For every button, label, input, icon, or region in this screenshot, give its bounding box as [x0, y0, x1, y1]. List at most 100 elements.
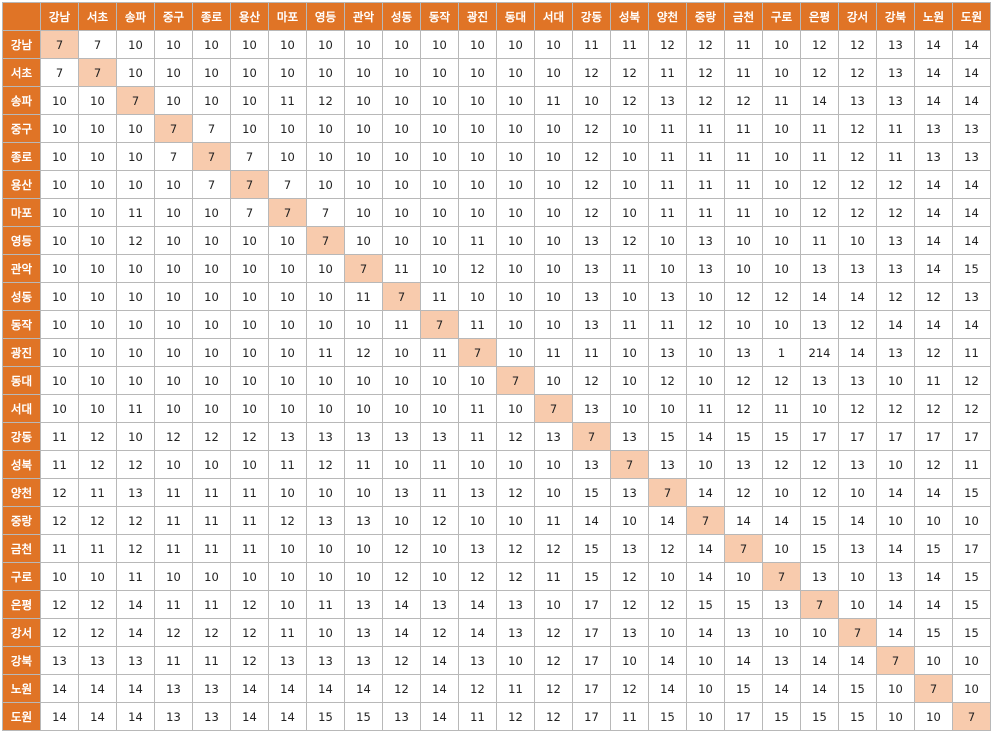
matrix-cell: 11 — [686, 394, 725, 423]
matrix-cell: 7 — [268, 170, 307, 199]
matrix-cell: 12 — [78, 506, 117, 535]
matrix-cell: 14 — [914, 198, 953, 227]
matrix-cell: 10 — [40, 86, 79, 115]
matrix-cell: 12 — [420, 506, 459, 535]
matrix-cell: 13 — [914, 114, 953, 143]
matrix-cell: 15 — [914, 534, 953, 563]
matrix-cell: 10 — [610, 282, 649, 311]
matrix-cell: 12 — [496, 478, 535, 507]
matrix-cell: 12 — [78, 590, 117, 619]
matrix-cell: 10 — [458, 170, 497, 199]
matrix-cell: 12 — [496, 422, 535, 451]
matrix-cell: 11 — [230, 506, 269, 535]
matrix-cell: 13 — [610, 422, 649, 451]
matrix-cell: 10 — [762, 142, 801, 171]
row-header: 금천 — [2, 534, 41, 563]
matrix-cell: 13 — [116, 646, 155, 675]
column-header: 금천 — [724, 2, 763, 31]
matrix-cell: 13 — [876, 86, 915, 115]
matrix-cell: 11 — [268, 86, 307, 115]
matrix-cell: 10 — [724, 562, 763, 591]
matrix-cell: 10 — [344, 86, 383, 115]
matrix-cell: 10 — [458, 366, 497, 395]
matrix-cell: 12 — [154, 422, 193, 451]
matrix-cell: 13 — [382, 702, 421, 731]
column-header: 용산 — [230, 2, 269, 31]
diagonal-cell: 7 — [154, 114, 193, 143]
matrix-cell: 12 — [458, 674, 497, 703]
matrix-cell: 12 — [572, 198, 611, 227]
matrix-cell: 10 — [154, 366, 193, 395]
matrix-cell: 12 — [876, 282, 915, 311]
matrix-cell: 13 — [610, 534, 649, 563]
matrix-cell: 12 — [534, 646, 573, 675]
matrix-cell: 14 — [876, 310, 915, 339]
matrix-cell: 10 — [458, 142, 497, 171]
matrix-cell: 10 — [78, 170, 117, 199]
matrix-cell: 12 — [572, 366, 611, 395]
matrix-cell: 12 — [838, 58, 877, 87]
matrix-cell: 10 — [306, 562, 345, 591]
matrix-cell: 11 — [686, 114, 725, 143]
matrix-cell: 10 — [268, 282, 307, 311]
matrix-cell: 13 — [724, 338, 763, 367]
row-header: 강서 — [2, 618, 41, 647]
table-row: 강남 7 7 10 10 10 10 10 10 10 10 10 10 10 10 11 11 12 12 11 10… — [2, 30, 991, 59]
matrix-cell: 14 — [914, 562, 953, 591]
matrix-cell: 11 — [40, 450, 79, 479]
matrix-cell: 13 — [458, 478, 497, 507]
matrix-cell: 10 — [420, 170, 459, 199]
matrix-cell: 10 — [686, 338, 725, 367]
matrix-cell: 10 — [40, 366, 79, 395]
matrix-cell: 10 — [762, 226, 801, 255]
matrix-cell: 10 — [458, 114, 497, 143]
matrix-cell: 10 — [458, 282, 497, 311]
matrix-cell: 10 — [192, 282, 231, 311]
matrix-cell: 11 — [382, 310, 421, 339]
matrix-cell: 10 — [78, 198, 117, 227]
table-row: 양천 12 11 13 11 11 11 10 10 10 13 11 13 12 10 15 13 7 14 12 1… — [2, 478, 991, 507]
matrix-cell: 14 — [420, 702, 459, 731]
table-row: 노원 14 14 14 13 13 14 14 14 14 12 14 12 11 12 17 12 14 10 15… — [2, 674, 991, 703]
matrix-cell: 10 — [458, 506, 497, 535]
matrix-cell: 14 — [952, 86, 991, 115]
matrix-cell: 10 — [192, 450, 231, 479]
matrix-cell: 13 — [724, 618, 763, 647]
matrix-cell: 10 — [230, 254, 269, 283]
matrix-cell: 17 — [572, 674, 611, 703]
row-header: 성동 — [2, 282, 41, 311]
matrix-cell: 15 — [952, 562, 991, 591]
matrix-cell: 12 — [534, 674, 573, 703]
matrix-cell: 15 — [838, 702, 877, 731]
matrix-cell: 11 — [78, 478, 117, 507]
matrix-cell: 10 — [648, 394, 687, 423]
matrix-cell: 12 — [610, 590, 649, 619]
matrix-cell: 10 — [534, 282, 573, 311]
matrix-cell: 12 — [192, 422, 231, 451]
matrix-cell: 14 — [838, 506, 877, 535]
matrix-cell: 7 — [154, 142, 193, 171]
matrix-cell: 10 — [268, 562, 307, 591]
matrix-cell: 10 — [192, 86, 231, 115]
matrix-cell: 10 — [420, 562, 459, 591]
diagonal-cell: 7 — [382, 282, 421, 311]
column-header: 송파 — [116, 2, 155, 31]
matrix-cell: 10 — [420, 254, 459, 283]
matrix-cell: 11 — [268, 618, 307, 647]
matrix-cell: 10 — [420, 30, 459, 59]
matrix-cell: 10 — [78, 394, 117, 423]
matrix-cell: 14 — [876, 534, 915, 563]
matrix-cell: 12 — [762, 450, 801, 479]
matrix-cell: 13 — [458, 534, 497, 563]
matrix-body: 강남 7 7 10 10 10 10 10 10 10 10 10 10 10 10 11 11 12 12 11 10… — [2, 30, 991, 731]
matrix-cell: 7 — [230, 142, 269, 171]
matrix-cell: 12 — [800, 198, 839, 227]
column-header: 성동 — [382, 2, 421, 31]
row-header: 구로 — [2, 562, 41, 591]
diagonal-cell: 7 — [458, 338, 497, 367]
matrix-cell: 12 — [648, 366, 687, 395]
matrix-cell: 15 — [838, 674, 877, 703]
matrix-cell: 12 — [724, 366, 763, 395]
row-header: 중랑 — [2, 506, 41, 535]
column-header: 종로 — [192, 2, 231, 31]
